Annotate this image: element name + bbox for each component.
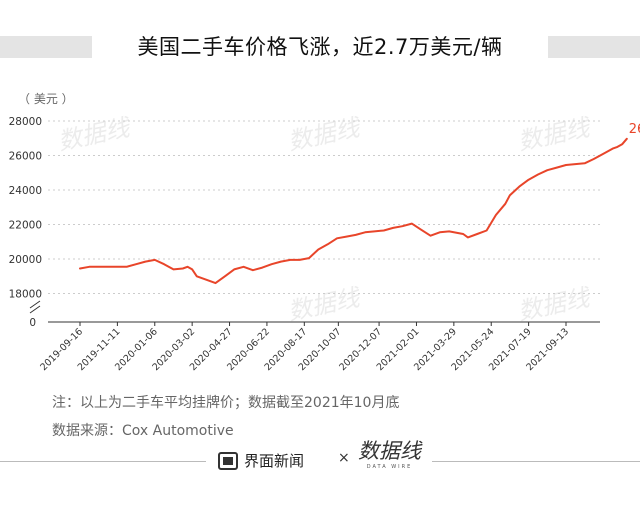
data-source: 数据来源：Cox Automotive <box>52 423 234 439</box>
end-value-label: 26971 <box>629 122 640 137</box>
footer-divider-left <box>0 461 206 462</box>
series-line <box>79 137 628 285</box>
y-axis-unit-label: （ 美元 ） <box>18 92 74 106</box>
y-axis-ticks: 28000 26000 24000 22000 20000 18000 0 <box>9 116 42 329</box>
gridlines <box>48 120 600 294</box>
jiemian-brand-text: 界面新闻 <box>244 452 305 470</box>
chart-title: 美国二手车价格飞涨，近2.7万美元/辆 <box>92 28 548 66</box>
watermark-5: 数据线 <box>515 283 593 326</box>
y-tick-label: 20000 <box>9 254 42 266</box>
footer-divider-right <box>432 461 640 462</box>
watermark-3: 数据线 <box>515 113 593 156</box>
datawire-logo-subtext: DATA WIRE <box>366 464 413 470</box>
watermark-1: 数据线 <box>55 113 133 156</box>
datawire-logo-text: 数据线 <box>358 439 421 463</box>
brand-separator: × <box>338 450 350 466</box>
axis-break-icon <box>29 300 41 314</box>
y-tick-label: 26000 <box>9 151 42 163</box>
y-tick-label: 28000 <box>9 116 42 128</box>
y-tick-label: 24000 <box>9 185 42 197</box>
datawire-logo: 数据线 DATA WIRE <box>358 438 421 470</box>
x-axis: 2019-09-162019-11-112020-01-062020-03-02… <box>38 321 600 373</box>
watermark-2: 数据线 <box>285 113 363 156</box>
y-tick-label: 18000 <box>9 289 42 301</box>
jiemian-logo: 界面新闻 <box>218 450 305 471</box>
y-tick-label: 22000 <box>9 220 42 232</box>
jiemian-icon <box>218 451 238 470</box>
watermark-4: 数据线 <box>285 283 363 326</box>
y-tick-label-zero: 0 <box>29 317 36 329</box>
footnote: 注：以上为二手车平均挂牌价；数据截至2021年10月底 <box>52 395 400 411</box>
